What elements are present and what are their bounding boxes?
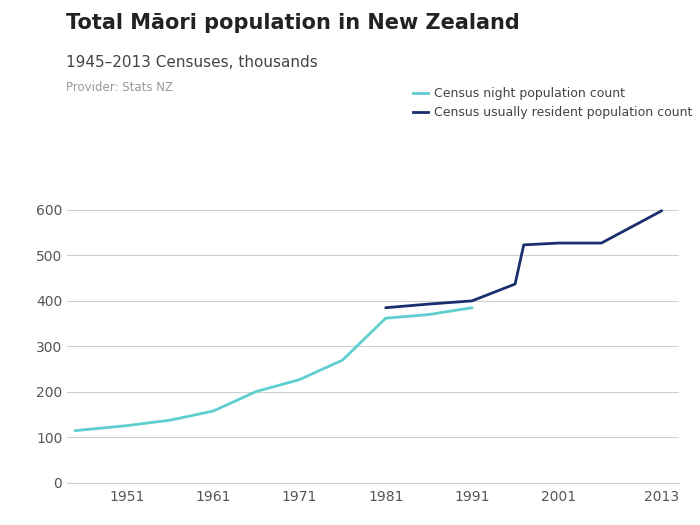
Text: Provider: Stats NZ: Provider: Stats NZ bbox=[66, 81, 174, 94]
Legend: Census night population count, Census usually resident population count: Census night population count, Census us… bbox=[413, 87, 692, 119]
Text: 1945–2013 Censuses, thousands: 1945–2013 Censuses, thousands bbox=[66, 55, 318, 70]
Text: figure.nz: figure.nz bbox=[573, 18, 657, 35]
Text: Total Māori population in New Zealand: Total Māori population in New Zealand bbox=[66, 13, 520, 33]
